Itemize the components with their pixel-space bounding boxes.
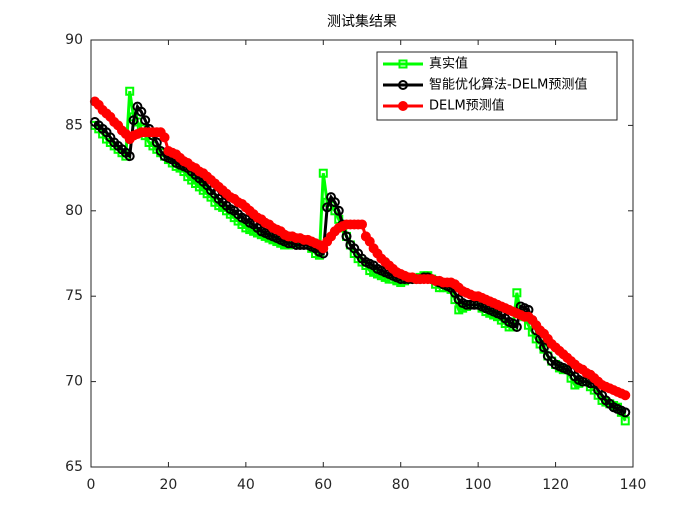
marker: [620, 390, 631, 401]
marker: [322, 202, 333, 213]
y-tick-label: 90: [65, 32, 83, 48]
marker: [538, 342, 549, 353]
x-tick-label: 100: [465, 477, 492, 493]
marker: [128, 115, 139, 126]
marker: [124, 151, 135, 162]
marker: [620, 407, 631, 418]
x-tick-label: 0: [87, 477, 96, 493]
marker: [357, 219, 367, 230]
marker: [620, 416, 630, 426]
marker: [136, 106, 147, 117]
marker: [341, 231, 352, 242]
x-tick-label: 40: [237, 477, 255, 493]
marker: [125, 86, 135, 96]
marker: [140, 115, 151, 126]
marker: [151, 137, 162, 148]
x-tick-label: 60: [314, 477, 332, 493]
chart-title: 测试集结果: [327, 13, 397, 30]
legend-marker: [398, 59, 408, 69]
marker: [318, 168, 328, 178]
legend-marker: [398, 101, 408, 111]
y-tick-label: 70: [65, 374, 83, 390]
legend-marker: [398, 80, 408, 90]
legend-label: 智能优化算法-DELM预测值: [429, 77, 587, 93]
marker: [159, 132, 170, 143]
marker: [512, 288, 522, 298]
y-tick-label: 85: [65, 117, 83, 133]
legend-label: 真实值: [429, 56, 468, 72]
x-tick-label: 20: [160, 477, 178, 493]
marker: [511, 321, 522, 332]
x-tick-label: 140: [620, 477, 647, 493]
x-tick-label: 80: [392, 477, 410, 493]
y-tick-label: 80: [65, 203, 83, 219]
plot-layer: [89, 86, 631, 426]
x-tick-label: 120: [542, 477, 569, 493]
legend-label: DELM预测值: [429, 98, 505, 114]
marker: [329, 197, 340, 208]
y-tick-label: 65: [65, 459, 83, 475]
marker: [333, 205, 344, 216]
axes-box: [90, 39, 634, 468]
y-tick-label: 75: [65, 288, 83, 304]
